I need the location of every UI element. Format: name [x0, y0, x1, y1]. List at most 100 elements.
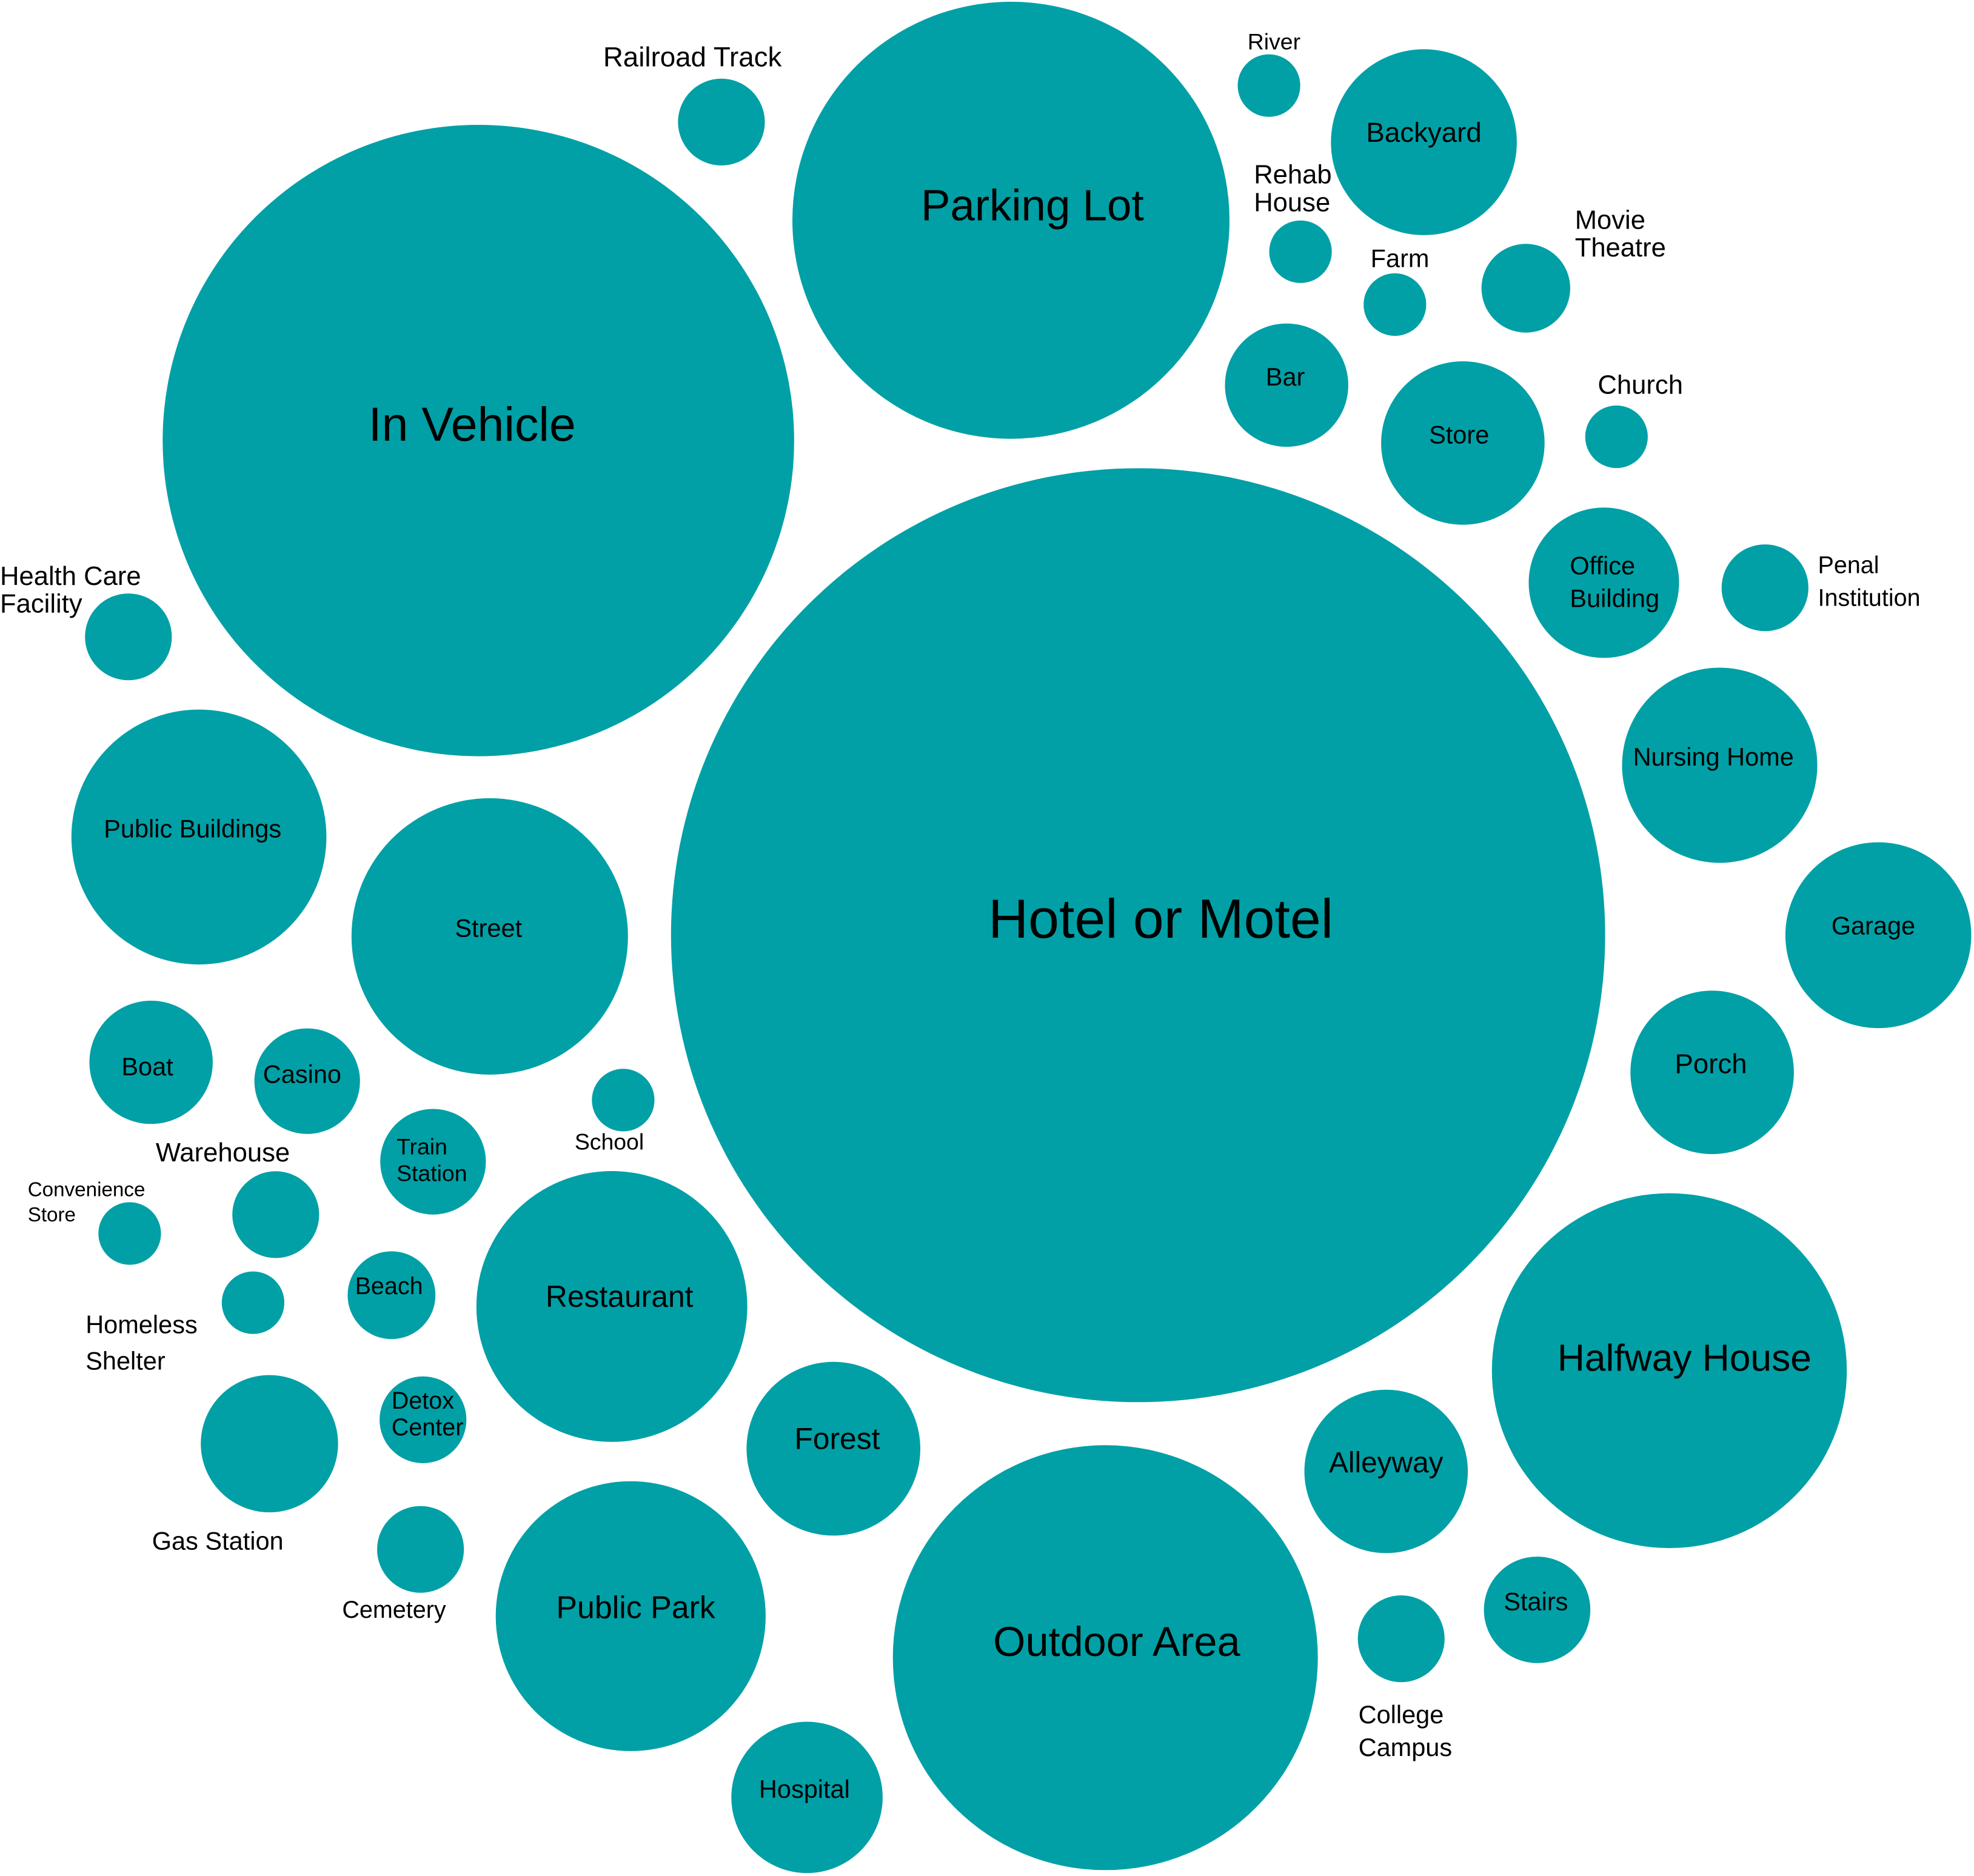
bubble-label-line: College: [1359, 1700, 1444, 1729]
bubble-label-halfway-house: Halfway House: [1557, 1337, 1812, 1379]
bubble-label-farm: Farm: [1371, 244, 1430, 272]
bubble-label-line: Garage: [1832, 911, 1915, 940]
bubble-penal-institution: [1721, 544, 1808, 632]
bubble-public-park: [495, 1481, 766, 1751]
bubble-label-line: Rehab: [1254, 161, 1331, 190]
bubble-in-vehicle: [162, 125, 794, 756]
bubble-label-movie-theatre: Movie Theatre: [1575, 205, 1666, 262]
bubble-label-line: Bar: [1266, 362, 1305, 390]
bubble-detox-center: [380, 1376, 467, 1463]
bubble-label-line: Health Care: [0, 562, 141, 591]
bubble-label-hospital: Hospital: [759, 1774, 850, 1803]
bubble-label-line: Station: [396, 1160, 467, 1186]
bubble-restaurant: [476, 1170, 748, 1442]
bubble-hospital: [731, 1721, 883, 1874]
bubble-label-college-campus: College Campus: [1359, 1700, 1453, 1761]
bubble-label-line: River: [1248, 29, 1300, 55]
bubble-label-forest: Forest: [794, 1422, 880, 1456]
bubble-label-line: In Vehicle: [369, 398, 576, 451]
bubble-office-building: [1528, 507, 1679, 658]
bubble-label-line: Beach: [355, 1273, 423, 1300]
bubble-gas-station: [201, 1375, 338, 1512]
bubble-label-beach: Beach: [355, 1273, 423, 1300]
bubble-label-railroad-track: Railroad Track: [603, 41, 782, 72]
bubble-label-office-building: Office Building: [1570, 551, 1659, 612]
bubble-label-line: Convenience: [28, 1178, 146, 1201]
bubble-label-line: Railroad Track: [603, 41, 782, 72]
bubble-label-line: Center: [392, 1414, 464, 1441]
bubble-label-line: Cemetery: [342, 1597, 446, 1623]
bubble-stairs: [1484, 1557, 1591, 1663]
bubble-label-public-park: Public Park: [556, 1590, 715, 1625]
bubble-label-train-station: Train Station: [396, 1134, 467, 1186]
bubble-train-station: [380, 1109, 486, 1215]
bubble-label-line: Hospital: [759, 1774, 850, 1803]
bubble-label-garage: Garage: [1832, 911, 1915, 940]
bubble-label-school: School: [575, 1129, 644, 1154]
bubble-label-line: Forest: [794, 1422, 880, 1456]
bubble-label-backyard: Backyard: [1366, 117, 1481, 148]
bubble-label-in-vehicle: In Vehicle: [369, 398, 576, 451]
bubble-forest: [746, 1361, 920, 1536]
bubble-label-line: Boat: [121, 1052, 173, 1080]
bubble-label-line: Public Park: [556, 1590, 715, 1625]
bubble-hotel-or-motel: [671, 468, 1605, 1403]
bubble-label-alleyway: Alleyway: [1329, 1446, 1444, 1478]
bubble-label-line: Building: [1570, 584, 1659, 612]
bubble-label-line: Church: [1598, 370, 1683, 399]
bubble-parking-lot: [792, 1, 1230, 439]
bubble-school: [592, 1069, 655, 1132]
bubble-label-restaurant: Restaurant: [546, 1280, 694, 1314]
bubble-label-gas-station: Gas Station: [152, 1526, 284, 1555]
bubble-health-care-facility: [85, 593, 172, 681]
bubble-label-detox-center: Detox Center: [392, 1387, 464, 1441]
bubble-label-line: Office: [1570, 551, 1635, 579]
bubble-nursing-home: [1622, 667, 1818, 863]
bubble-movie-theatre: [1481, 244, 1570, 333]
bubble-label-line: Institution: [1818, 584, 1921, 611]
bubble-outdoor-area: [892, 1445, 1318, 1871]
bubble-label-penal-institution: Penal Institution: [1818, 552, 1921, 611]
bubble-label-line: Detox: [392, 1387, 454, 1414]
bubble-halfway-house: [1491, 1193, 1847, 1548]
bubble-warehouse: [232, 1171, 320, 1258]
bubble-label-line: Store: [1429, 420, 1489, 449]
bubble-label-line: Alleyway: [1329, 1446, 1444, 1478]
bubble-label-rehab-house: Rehab House: [1254, 161, 1331, 218]
bubble-label-line: Theatre: [1575, 233, 1666, 262]
bubble-backyard: [1331, 49, 1517, 235]
bubble-label-store: Store: [1429, 420, 1489, 449]
bubble-label-line: Shelter: [85, 1346, 166, 1375]
bubble-label-river: River: [1248, 29, 1300, 55]
bubble-label-line: Train: [396, 1134, 447, 1160]
bubble-label-line: Backyard: [1366, 117, 1481, 148]
bubble-label-line: Campus: [1359, 1733, 1453, 1761]
bubble-label-stairs: Stairs: [1504, 1587, 1568, 1615]
bubble-river: [1237, 54, 1300, 117]
bubble-label-warehouse: Warehouse: [156, 1138, 290, 1167]
bubble-label-homeless-shelter: Homeless Shelter: [85, 1310, 198, 1375]
bubble-label-line: Restaurant: [546, 1280, 694, 1314]
bubble-farm: [1363, 273, 1427, 336]
bubble-garage: [1785, 842, 1972, 1029]
bubble-public-buildings: [71, 709, 327, 965]
bubble-alleyway: [1304, 1389, 1468, 1554]
bubble-label-line: Facility: [0, 590, 82, 619]
bubble-porch: [1630, 990, 1794, 1154]
bubble-cemetery: [377, 1506, 464, 1593]
bubble-label-line: Penal: [1818, 552, 1879, 578]
bubble-rehab-house: [1269, 220, 1332, 283]
bubble-boat: [89, 1000, 213, 1124]
bubble-label-bar: Bar: [1266, 362, 1305, 390]
bubble-label-line: Outdoor Area: [993, 1618, 1240, 1664]
bubble-label-line: Public Buildings: [104, 814, 281, 843]
bubble-label-porch: Porch: [1675, 1048, 1747, 1079]
bubble-label-line: Nursing Home: [1633, 743, 1794, 771]
bubble-label-line: Casino: [263, 1060, 341, 1088]
bubble-beach: [347, 1251, 436, 1340]
bubble-label-line: Stairs: [1504, 1587, 1568, 1615]
bubble-label-outdoor-area: Outdoor Area: [993, 1618, 1240, 1664]
bubble-label-line: Street: [455, 913, 522, 942]
